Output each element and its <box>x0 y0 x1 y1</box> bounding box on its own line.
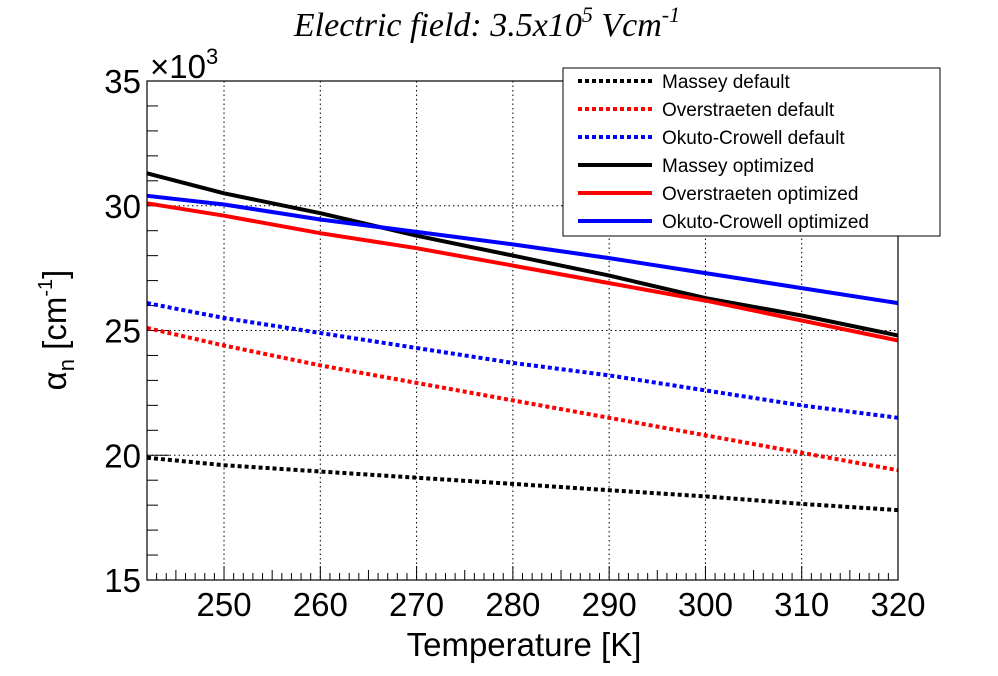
series-group <box>146 171 899 513</box>
series-line-overstraeten-optimized <box>146 201 899 343</box>
title-unit: Vcm <box>593 7 662 44</box>
y-label-unit: [cm <box>36 297 73 359</box>
legend-label: Okuto-Crowell default <box>662 128 845 149</box>
title-unit-exponent: -1 <box>662 2 680 27</box>
x-tick-label: 320 <box>870 586 925 623</box>
legend-box <box>562 67 941 237</box>
legend-label: Overstraeten optimized <box>662 184 858 205</box>
y-tick-label: 30 <box>104 188 141 225</box>
legend-label: Massey optimized <box>662 156 814 177</box>
legend: Massey default Overstraeten default Okuto-… <box>562 67 941 237</box>
y-label-subscript: n <box>54 359 79 371</box>
title-prefix: Electric field: 3.5x10 <box>293 7 582 44</box>
legend-label: Massey default <box>662 72 791 93</box>
y-label-unit-exponent: -1 <box>35 279 57 297</box>
y-multiplier: ×103 <box>150 44 218 85</box>
y-multiplier-base: ×10 <box>150 48 206 85</box>
y-tick-label: 20 <box>104 437 141 474</box>
x-tick-label: 250 <box>196 586 251 623</box>
series-line-massey-optimized <box>146 171 899 338</box>
x-tick-label: 270 <box>389 586 444 623</box>
y-multiplier-exponent: 3 <box>206 44 218 69</box>
x-tick-label: 290 <box>582 586 637 623</box>
series-line-massey-default <box>146 455 899 513</box>
legend-label: Overstraeten default <box>662 100 835 121</box>
series-line-overstraeten-default <box>146 326 899 473</box>
x-tick-label: 260 <box>293 586 348 623</box>
series-line-okuto-crowell-default <box>146 301 899 420</box>
legend-label: Okuto-Crowell optimized <box>662 212 869 233</box>
y-label-close: ] <box>36 270 73 279</box>
tick-labels: 250 260 270 280 290 300 310 320 15 20 25 30 35 <box>104 63 925 623</box>
plot-border <box>146 80 899 581</box>
y-axis-label: αn [cm-1] <box>35 270 79 391</box>
y-tick-label: 25 <box>104 313 141 350</box>
x-axis-label: Temperature [K] <box>407 626 642 663</box>
y-tick-label: 35 <box>104 63 141 100</box>
y-tick-label: 15 <box>104 562 141 599</box>
title-exponent: 5 <box>582 2 593 27</box>
series-line-okuto-crowell-optimized <box>146 193 899 306</box>
chart-title: Electric field: 3.5x105 Vcm-1 <box>293 2 680 44</box>
y-label-symbol: α <box>36 371 73 390</box>
x-tick-label: 280 <box>485 586 540 623</box>
x-tick-label: 300 <box>678 586 733 623</box>
x-tick-label: 310 <box>774 586 829 623</box>
